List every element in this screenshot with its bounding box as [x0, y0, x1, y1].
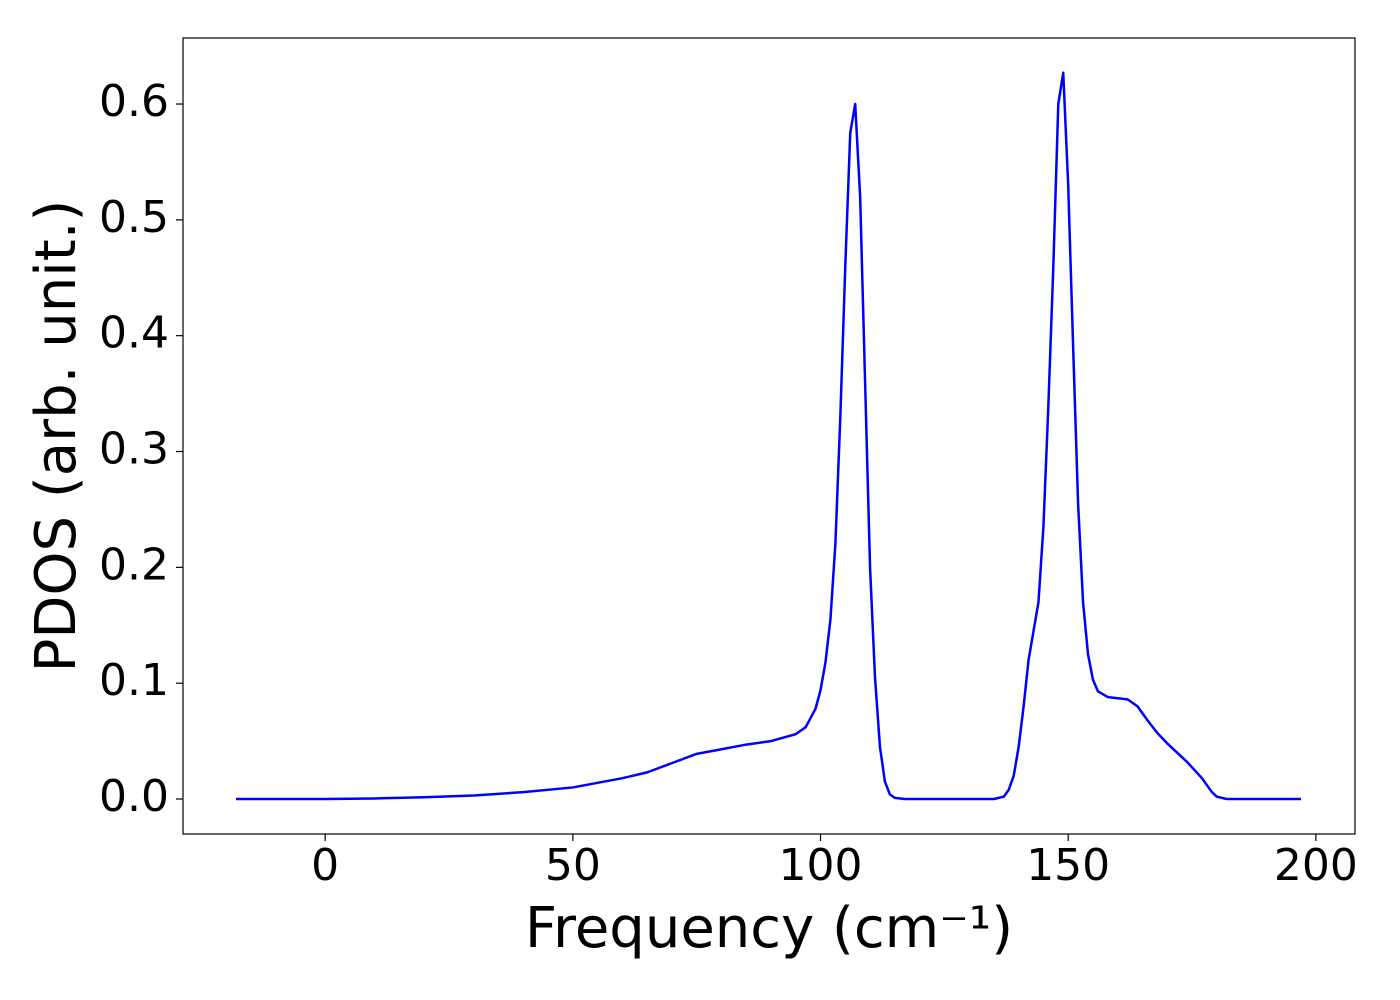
y-tick-label: 0.2 — [99, 539, 169, 590]
x-tick-label: 0 — [311, 840, 339, 891]
y-axis-label: PDOS (arb. unit.) — [24, 200, 89, 673]
plot-frame — [182, 37, 1356, 835]
y-tick-label: 0.5 — [99, 192, 169, 243]
x-axis-label: Frequency (cm⁻¹) — [525, 896, 1013, 961]
y-tick-label: 0.4 — [99, 308, 169, 359]
x-tick-label: 100 — [779, 840, 863, 891]
x-tick-label: 50 — [545, 840, 601, 891]
y-tick-label: 0.1 — [99, 655, 169, 706]
y-tick-label: 0.0 — [99, 771, 169, 822]
x-tick-label: 200 — [1274, 840, 1358, 891]
data-line — [236, 71, 1302, 801]
y-tick-label: 0.6 — [99, 76, 169, 127]
x-tick-label: 150 — [1026, 840, 1110, 891]
y-tick-label: 0.3 — [99, 424, 169, 475]
